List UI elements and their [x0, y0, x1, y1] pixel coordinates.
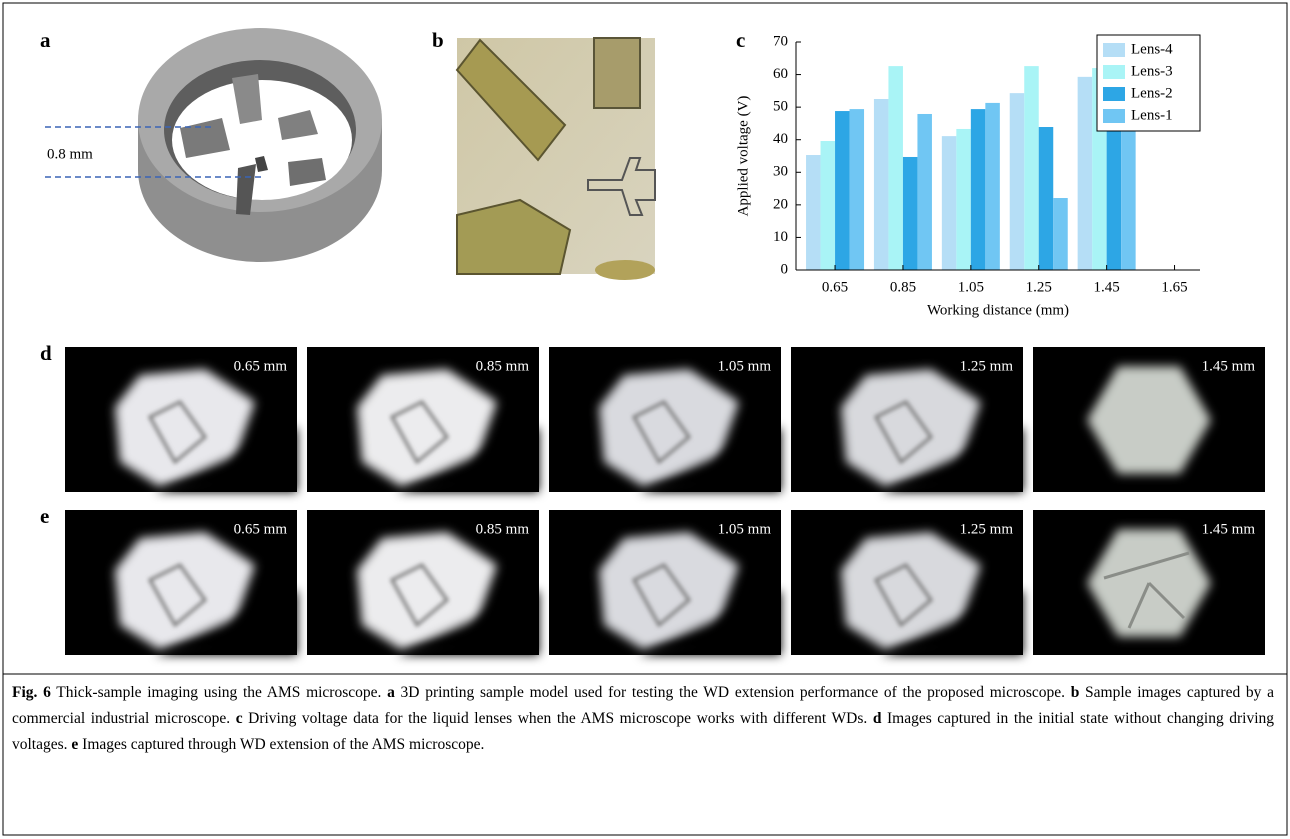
panel-label: a [40, 28, 51, 52]
x-tick-label: 1.25 [1026, 279, 1052, 295]
caption-letter: c [236, 710, 243, 727]
bar [942, 136, 957, 270]
bar [806, 155, 821, 270]
y-tick-label: 40 [773, 131, 788, 147]
caption-text: Images captured through WD extension of … [78, 736, 484, 753]
y-tick-label: 0 [781, 261, 789, 277]
figure: a 0.8 mm b c 0 10 20 30 40 50 60 70 0.65 0.85 1.05… [0, 0, 1290, 839]
bar [888, 66, 903, 270]
y-tick-label: 30 [773, 164, 788, 180]
bar [903, 157, 918, 270]
photo-label: 0.65 mm [234, 358, 288, 374]
bar-chart: 0 10 20 30 40 50 60 70 0.65 0.85 1.05 1.25 1.45 1.65 W… [735, 33, 1200, 318]
photo-label: 1.05 mm [718, 358, 772, 374]
microscope-image [457, 38, 655, 280]
y-tick-label: 70 [773, 33, 788, 49]
ring-model [138, 28, 382, 262]
bar [1024, 66, 1039, 270]
bar [917, 114, 932, 270]
legend-label: Lens-2 [1131, 85, 1173, 101]
legend-label: Lens-1 [1131, 107, 1173, 123]
panel-label: c [736, 28, 745, 52]
legend-swatch [1103, 87, 1125, 101]
bar [1078, 77, 1093, 270]
bar [850, 109, 865, 270]
bar [874, 99, 889, 270]
photo-label: 0.85 mm [476, 358, 530, 374]
bar [971, 109, 986, 270]
bar [1053, 198, 1068, 270]
panel-label: e [40, 504, 49, 528]
x-tick-label: 1.65 [1161, 279, 1187, 295]
y-tick-label: 60 [773, 66, 788, 82]
x-tick-label: 0.65 [822, 279, 848, 295]
bar [956, 129, 971, 270]
panel-label: b [432, 28, 444, 52]
legend-label: Lens-3 [1131, 63, 1173, 79]
legend-label: Lens-4 [1131, 41, 1173, 57]
x-tick-label: 0.85 [890, 279, 916, 295]
caption-text: 3D printing sample model used for testin… [395, 684, 1065, 701]
annotation: 0.8 mm [47, 146, 93, 162]
bar [835, 111, 850, 270]
caption-label: Fig. 6 [12, 684, 51, 701]
caption-text: Driving voltage data for the liquid lens… [243, 710, 868, 727]
y-tick-label: 20 [773, 196, 788, 212]
photo-label: 0.65 mm [234, 521, 288, 537]
x-axis-label: Working distance (mm) [927, 302, 1069, 318]
photo-label: 1.45 mm [1202, 358, 1256, 374]
photo-label: 0.85 mm [476, 521, 530, 537]
caption-letter: a [387, 684, 395, 701]
caption: Fig. 6 Thick-sample imaging using the AM… [12, 680, 1274, 758]
bar [1039, 127, 1054, 270]
panel-label: d [40, 341, 52, 365]
bar [1010, 93, 1025, 270]
photo-label: 1.45 mm [1202, 521, 1256, 537]
y-axis-label: Applied voltage (V) [735, 96, 751, 217]
x-tick-label: 1.45 [1094, 279, 1120, 295]
x-tick-label: 1.05 [958, 279, 984, 295]
y-tick-label: 50 [773, 99, 788, 115]
bar [985, 103, 1000, 270]
caption-text: Thick-sample imaging using the AMS micro… [51, 684, 382, 701]
legend-swatch [1103, 65, 1125, 79]
legend-swatch [1103, 109, 1125, 123]
photo-grid: 0.65 mm 0.85 mm 1.05 mm 1.25 mm 1.45 mm 0.65 … [65, 347, 1265, 655]
y-tick-label: 10 [773, 229, 788, 245]
legend-swatch [1103, 43, 1125, 57]
photo-label: 1.25 mm [960, 358, 1014, 374]
bar [821, 141, 836, 270]
photo-label: 1.25 mm [960, 521, 1014, 537]
photo-label: 1.05 mm [718, 521, 772, 537]
